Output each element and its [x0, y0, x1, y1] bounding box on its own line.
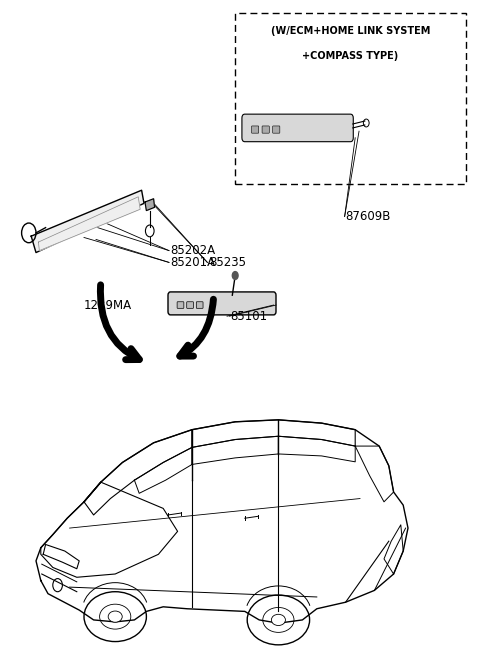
Bar — [235, 13, 466, 184]
Circle shape — [232, 272, 238, 279]
FancyBboxPatch shape — [262, 126, 269, 133]
Ellipse shape — [108, 611, 122, 623]
FancyBboxPatch shape — [196, 302, 203, 308]
FancyBboxPatch shape — [242, 114, 353, 142]
FancyBboxPatch shape — [187, 302, 193, 308]
Text: 87609B: 87609B — [346, 210, 391, 223]
FancyBboxPatch shape — [177, 302, 184, 308]
Polygon shape — [38, 197, 140, 251]
Ellipse shape — [271, 614, 286, 626]
Text: 1229MA: 1229MA — [84, 298, 132, 312]
Text: 85235: 85235 — [209, 256, 246, 269]
Text: (W/ECM+HOME LINK SYSTEM: (W/ECM+HOME LINK SYSTEM — [271, 26, 430, 36]
FancyBboxPatch shape — [168, 292, 276, 315]
Polygon shape — [31, 190, 144, 253]
Text: +COMPASS TYPE): +COMPASS TYPE) — [302, 51, 398, 61]
FancyBboxPatch shape — [252, 126, 259, 133]
Text: 85201A: 85201A — [170, 256, 216, 269]
Text: 85101: 85101 — [230, 310, 267, 323]
FancyBboxPatch shape — [273, 126, 280, 133]
Text: 85202A: 85202A — [170, 244, 216, 257]
Polygon shape — [145, 199, 155, 211]
